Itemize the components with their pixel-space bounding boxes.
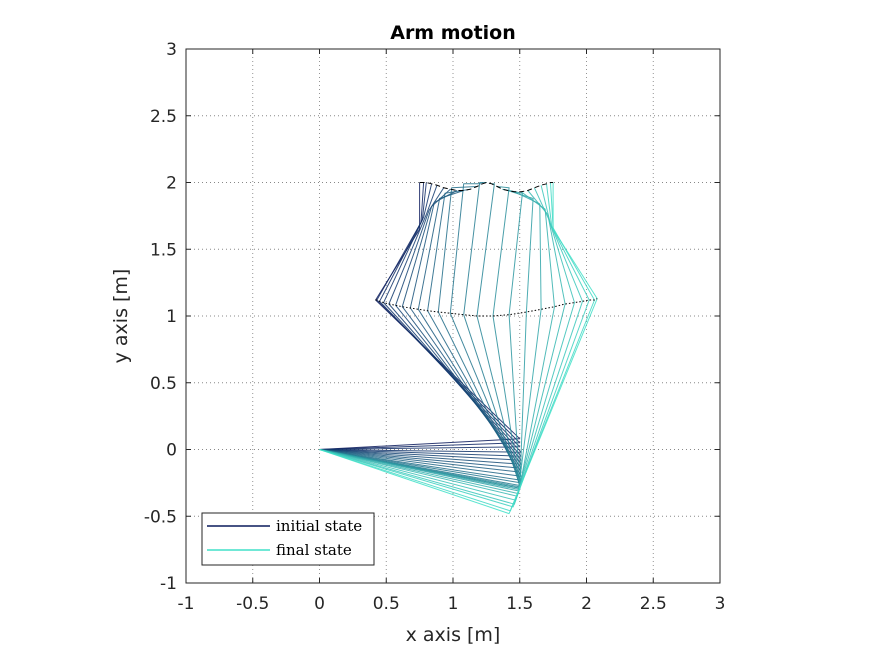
- legend-box: [201, 512, 375, 566]
- y-axis-label: y axis [m]: [110, 269, 132, 364]
- x-tick-label-0: -1: [178, 594, 195, 614]
- arm-configuration-3: [319, 183, 522, 453]
- ticks: [185, 48, 721, 584]
- x-axis-label: x axis [m]: [406, 624, 501, 646]
- x-tick-label-4: 1: [448, 594, 459, 614]
- x-tick-label-8: 3: [715, 594, 726, 614]
- y-tick-label-1: -0.5: [144, 507, 177, 527]
- x-tick-label-7: 2.5: [640, 594, 667, 614]
- arm-configuration-11: [319, 183, 522, 484]
- y-tick-label-6: 2: [166, 174, 177, 194]
- y-tick-label-3: 0.5: [150, 374, 177, 394]
- chart-title: Arm motion: [390, 22, 516, 44]
- y-tick-label-4: 1: [166, 307, 177, 327]
- arm-configuration-17: [319, 191, 542, 492]
- arm-configuration-21: [319, 185, 583, 505]
- end-effector-trajectory: [419, 181, 554, 193]
- y-tick-label-2: 0: [166, 441, 177, 461]
- arm-configuration-4: [319, 185, 522, 457]
- y-tick-label-0: -1: [160, 574, 177, 594]
- legend: initial state final state: [201, 512, 375, 566]
- y-tick-label-5: 1.5: [150, 240, 177, 260]
- legend-label-initial: initial state: [276, 517, 362, 535]
- arm-configuration-19: [319, 190, 566, 497]
- arm-configuration-22: [319, 183, 590, 508]
- x-tick-label-3: 0.5: [373, 594, 400, 614]
- series-group: [319, 181, 598, 515]
- x-tick-label-1: -0.5: [236, 594, 269, 614]
- arm-configuration-8: [319, 190, 522, 473]
- arm-configuration-12: [319, 182, 521, 486]
- y-tick-label-8: 3: [166, 40, 177, 60]
- legend-label-final: final state: [276, 541, 352, 559]
- tick-labels: -1 -0.5 0 0.5 1 1.5 2 2.5 3 -1 -0.5 0 0.5 1 1.5 2 2.5 3: [144, 40, 726, 614]
- x-tick-label-5: 1.5: [506, 594, 533, 614]
- arm-configuration-16: [319, 190, 534, 491]
- arm-configuration-20: [319, 187, 575, 501]
- x-tick-label-6: 2: [581, 594, 592, 614]
- arm-configuration-18: [319, 191, 555, 495]
- x-tick-label-2: 0: [314, 594, 325, 614]
- y-tick-label-7: 2.5: [150, 107, 177, 127]
